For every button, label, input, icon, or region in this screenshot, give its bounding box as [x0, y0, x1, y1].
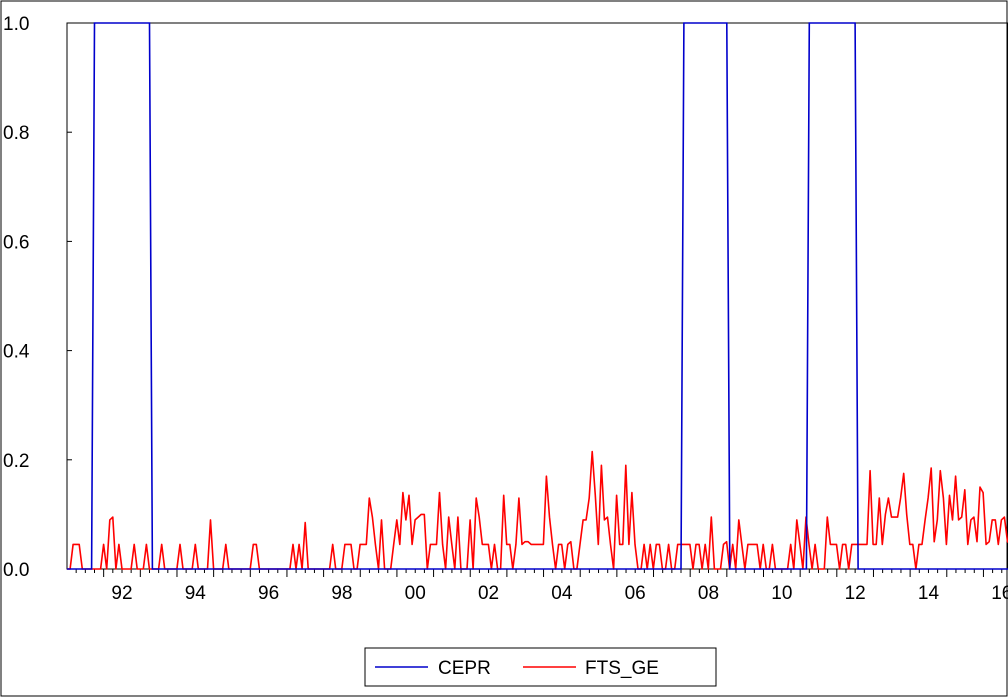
legend: CEPR FTS_GE	[364, 647, 717, 687]
x-tick-label: 96	[258, 583, 279, 604]
series-layer	[67, 22, 1008, 570]
x-tick-label: 94	[185, 583, 207, 604]
y-axis: 0.0 0.2 0.4 0.6 0.8 1.0	[3, 14, 72, 581]
series-line-fts-ge	[67, 450, 1008, 570]
y-tick-label: 1.0	[3, 14, 29, 35]
x-tick-label: 04	[551, 583, 573, 604]
x-tick-label: 10	[771, 583, 792, 604]
plot-area	[66, 22, 1008, 570]
x-tick-label: 06	[625, 583, 646, 604]
y-tick-label: 0.8	[3, 123, 29, 144]
x-tick-label: 12	[845, 583, 866, 604]
y-tick-label: 0.2	[3, 451, 29, 472]
y-tick-label: 0.4	[3, 342, 30, 363]
legend-label-fts-ge: FTS_GE	[585, 658, 659, 679]
x-tick-label: 98	[331, 583, 352, 604]
x-tick-label: 16	[991, 583, 1008, 604]
x-axis: 92 94 96 98 00 02 04 06 08 10 12 14 16	[75, 569, 1008, 604]
series-line-cepr	[67, 22, 1008, 570]
x-tick-label: 14	[918, 583, 940, 604]
x-tick-label: 08	[698, 583, 719, 604]
x-tick-label: 92	[111, 583, 132, 604]
x-tick-label: 02	[478, 583, 499, 604]
legend-label-cepr: CEPR	[438, 658, 491, 679]
x-tick-label: 00	[405, 583, 426, 604]
y-tick-label: 0.0	[3, 560, 29, 581]
y-tick-label: 0.6	[3, 232, 29, 253]
